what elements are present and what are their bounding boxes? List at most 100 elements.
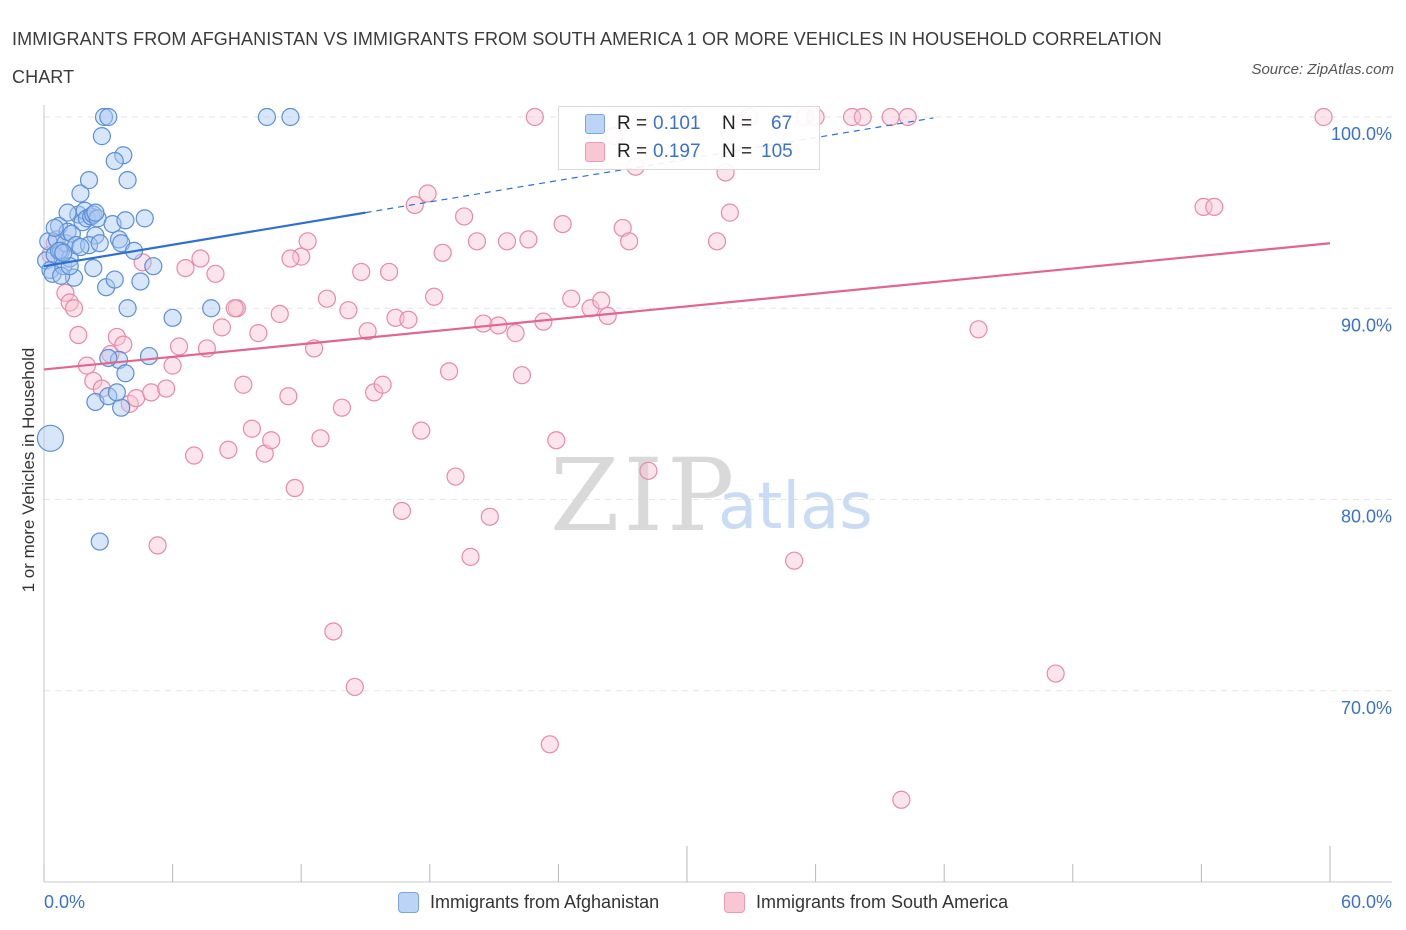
y-tick-label: 70.0%	[1341, 698, 1392, 718]
legend-swatch-pink	[724, 892, 745, 913]
data-point	[225, 299, 244, 318]
data-point	[79, 171, 99, 190]
data-point	[64, 299, 84, 318]
data-point	[474, 314, 493, 333]
data-point	[105, 151, 124, 171]
data-point	[116, 364, 135, 383]
data-point	[163, 356, 182, 375]
data-point	[281, 249, 300, 268]
data-point	[592, 291, 611, 310]
data-point	[379, 262, 399, 282]
y-axis-label: 1 or more Vehicles in Household	[19, 347, 38, 593]
data-point	[135, 209, 154, 228]
x-tick-label: 0.0%	[44, 892, 85, 912]
chart-title: IMMIGRANTS FROM AFGHANISTAN VS IMMIGRANT…	[12, 29, 1162, 87]
data-point	[234, 375, 253, 394]
legend-swatch-blue	[398, 892, 419, 913]
legend-r-value: 0.197	[653, 141, 701, 162]
data-point	[317, 289, 337, 308]
data-point	[94, 107, 114, 127]
data-point	[114, 335, 133, 354]
data-point	[785, 551, 804, 570]
data-point	[184, 446, 204, 465]
data-point	[480, 507, 499, 526]
data-point	[553, 215, 572, 234]
data-point	[84, 258, 103, 278]
data-point	[116, 211, 135, 230]
data-point	[270, 304, 289, 324]
data-point	[467, 232, 487, 251]
data-point	[519, 230, 538, 249]
data-point	[262, 431, 281, 450]
y-axis-label-wrap: 1 or more Vehicles in Household	[14, 300, 44, 640]
source-note: Source: ZipAtlas.com	[1251, 61, 1394, 78]
data-point	[45, 218, 64, 238]
data-point	[332, 398, 352, 417]
data-point	[497, 232, 517, 251]
data-point	[339, 301, 358, 320]
data-point	[142, 383, 161, 402]
data-point	[279, 387, 298, 406]
data-points	[36, 107, 1333, 809]
data-point	[176, 258, 195, 278]
data-point	[169, 337, 189, 356]
data-point	[298, 232, 317, 251]
data-point	[86, 203, 105, 222]
data-point	[547, 431, 566, 450]
data-point	[373, 375, 392, 394]
data-point	[892, 790, 911, 809]
data-point	[454, 207, 474, 226]
data-point	[163, 308, 182, 327]
data-point	[311, 429, 330, 448]
data-point	[512, 366, 532, 385]
data-point	[36, 424, 65, 452]
data-point	[69, 325, 88, 345]
data-point	[105, 270, 124, 289]
data-point	[285, 478, 304, 498]
data-point	[352, 262, 371, 282]
data-point	[881, 107, 900, 127]
data-point	[418, 184, 437, 203]
data-point	[412, 421, 431, 440]
x-tick-label: 60.0%	[1341, 892, 1392, 912]
data-point	[562, 289, 581, 308]
data-point	[1314, 107, 1333, 127]
legend-n-label: N =	[722, 113, 753, 134]
data-point	[139, 346, 159, 366]
data-point	[58, 203, 77, 222]
data-point	[56, 283, 75, 303]
data-point	[71, 237, 90, 257]
watermark: ZIP atlas	[550, 437, 873, 554]
data-point	[842, 107, 862, 127]
trend-line-south-america	[43, 242, 1331, 371]
data-point	[324, 622, 343, 641]
data-point	[433, 243, 452, 262]
data-point	[212, 318, 231, 337]
legend-n-label: N =	[722, 141, 753, 162]
data-point	[281, 107, 300, 127]
data-point	[118, 171, 137, 190]
data-point	[399, 310, 418, 329]
data-point	[144, 257, 163, 276]
data-point	[461, 547, 480, 566]
data-point	[424, 287, 444, 306]
data-point	[99, 387, 118, 406]
data-point	[1046, 664, 1065, 683]
legend-label-afghanistan: Immigrants from Afghanistan	[430, 892, 660, 912]
data-point	[99, 107, 118, 127]
data-point	[446, 467, 465, 486]
data-point	[598, 306, 617, 325]
data-point	[92, 127, 111, 146]
data-point	[90, 532, 109, 551]
data-point	[107, 383, 126, 402]
legend-swatch-pink	[585, 142, 605, 162]
legend-r-label: R =	[617, 141, 648, 162]
data-point	[249, 324, 268, 343]
legend-n-value: 67	[771, 113, 793, 134]
data-point	[90, 234, 109, 253]
data-point	[720, 203, 739, 222]
y-tick-label: 90.0%	[1341, 315, 1392, 335]
data-point	[345, 677, 364, 697]
y-tick-label: 80.0%	[1341, 507, 1392, 527]
